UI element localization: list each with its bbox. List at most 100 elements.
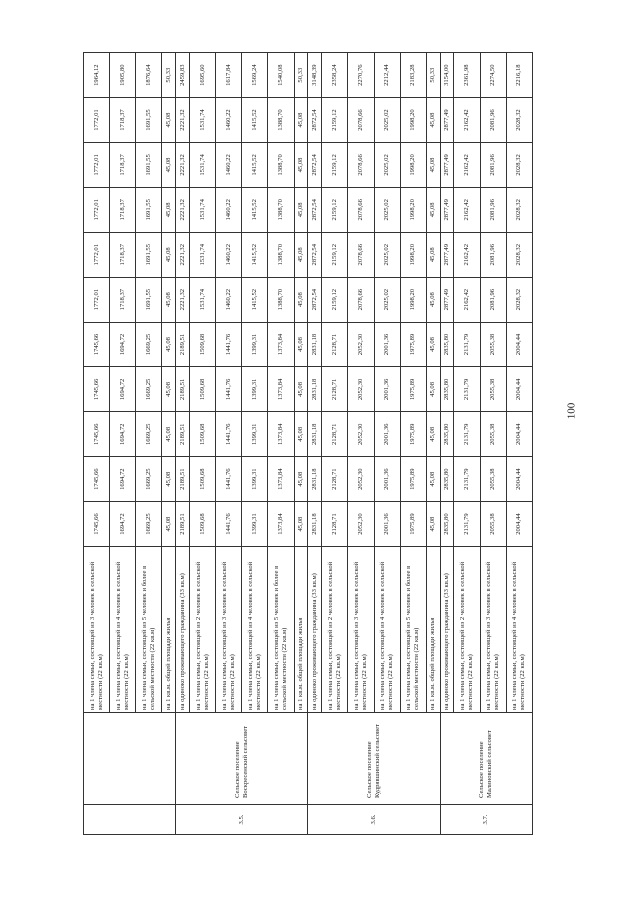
value-cell: 2078,66 xyxy=(347,277,374,323)
value-cell: 2270,76 xyxy=(347,52,374,98)
value-cell: 2052,30 xyxy=(347,411,374,457)
value-cell: 45,08 xyxy=(161,456,176,502)
value-cell: 1388,70 xyxy=(267,232,295,278)
value-cell: 1509,68 xyxy=(189,501,216,547)
value-cell: 1531,74 xyxy=(189,97,216,143)
value-cell: 2131,79 xyxy=(453,501,481,547)
value-cell: 2831,18 xyxy=(307,411,322,457)
value-cell: 1441,76 xyxy=(215,366,242,412)
value-cell: 1669,25 xyxy=(135,411,162,457)
value-cell: 45,08 xyxy=(426,322,441,367)
value-cell: 2025,02 xyxy=(374,97,401,143)
value-cell: 2055,38 xyxy=(480,456,507,502)
value-cell: 1441,76 xyxy=(215,456,242,502)
table-row: 3.7. Сельское поселение Малиновский сельс… xyxy=(440,52,533,835)
value-cell: 1691,55 xyxy=(135,142,162,188)
row-description-cell: на 1 члена семьи, состоящей из 3 человек… xyxy=(347,546,374,713)
value-cell: 1460,22 xyxy=(215,277,242,323)
value-cell: 1745,66 xyxy=(83,501,110,547)
value-cell: 2835,80 xyxy=(440,411,454,457)
value-cell: 2221,32 xyxy=(175,97,190,143)
value-cell: 2078,66 xyxy=(347,232,374,278)
value-cell: 45,08 xyxy=(426,366,441,412)
value-cell: 45,08 xyxy=(294,456,308,502)
value-cell: 1772,01 xyxy=(83,97,110,143)
value-cell: 1399,31 xyxy=(241,411,268,457)
value-cell: 1975,89 xyxy=(400,456,427,502)
value-cell: 1509,68 xyxy=(189,456,216,502)
value-cell: 2004,44 xyxy=(506,501,533,547)
value-cell: 1745,66 xyxy=(83,322,110,367)
value-cell: 2078,66 xyxy=(347,142,374,188)
value-cell: 45,08 xyxy=(161,501,176,547)
section-number-cell: 3.7. xyxy=(440,804,533,835)
value-cell: 1772,01 xyxy=(83,142,110,188)
value-cell: 2004,44 xyxy=(506,411,533,457)
value-cell: 1388,70 xyxy=(267,97,295,143)
value-cell: 2358,24 xyxy=(321,52,348,98)
value-cell: 2877,49 xyxy=(440,187,454,233)
table-row: 3.6. Сельское поселение Кудрявшинский сел… xyxy=(307,52,441,835)
value-cell: 3148,39 xyxy=(307,52,322,98)
value-cell: 1694,72 xyxy=(109,366,136,412)
row-description-cell: на 1 члена семьи, состоящей из 2 человек… xyxy=(453,546,481,713)
value-cell: 2004,44 xyxy=(506,322,533,367)
value-cell: 1694,72 xyxy=(109,322,136,367)
value-cell: 45,08 xyxy=(161,322,176,367)
value-cell: 2872,54 xyxy=(307,187,322,233)
value-cell: 2159,12 xyxy=(321,142,348,188)
row-description-cell: на 1 члена семьи, состоящей из 3 человек… xyxy=(215,546,242,713)
value-cell: 1975,89 xyxy=(400,366,427,412)
value-cell: 2189,51 xyxy=(175,411,190,457)
value-cell: 1905,80 xyxy=(109,52,136,98)
value-cell: 45,08 xyxy=(426,187,441,233)
value-cell: 2872,54 xyxy=(307,232,322,278)
value-cell: 1441,76 xyxy=(215,501,242,547)
value-cell: 1531,74 xyxy=(189,142,216,188)
value-cell: 45,08 xyxy=(161,366,176,412)
table-row: 3.5. Сельское поселение Воскресенский сел… xyxy=(175,52,308,835)
value-cell: 2128,71 xyxy=(321,366,348,412)
value-cell: 1373,84 xyxy=(267,366,295,412)
row-description-cell: на 1 кв.м. общей площади жилья xyxy=(294,546,308,713)
value-cell: 45,08 xyxy=(294,142,308,188)
value-cell: 2025,02 xyxy=(374,142,401,188)
value-cell: 2028,32 xyxy=(506,232,533,278)
value-cell: 2052,30 xyxy=(347,501,374,547)
settlement-name-cell: Сельское поселение Кудрявшинский сельсов… xyxy=(307,712,441,805)
value-cell: 1772,01 xyxy=(83,187,110,233)
value-cell: 2221,32 xyxy=(175,187,190,233)
value-cell: 1373,84 xyxy=(267,322,295,367)
row-description-cell: на 1 члена семьи, состоящей из 2 человек… xyxy=(189,546,216,713)
value-cell: 2831,18 xyxy=(307,366,322,412)
value-cell: 1373,84 xyxy=(267,501,295,547)
value-cell: 1772,01 xyxy=(83,232,110,278)
value-cell: 2162,42 xyxy=(453,142,481,188)
value-cell: 1718,37 xyxy=(109,232,136,278)
value-cell: 1373,84 xyxy=(267,411,295,457)
value-cell: 2081,96 xyxy=(480,232,507,278)
value-cell: 1691,55 xyxy=(135,277,162,323)
value-cell: 2221,32 xyxy=(175,232,190,278)
row-description-cell: на 1 кв.м. общей площади жилья xyxy=(161,546,176,713)
value-cell: 2081,96 xyxy=(480,142,507,188)
value-cell: 2001,36 xyxy=(374,456,401,502)
housing-cost-table: на 1 члена семьи, состоящей из 3 человек… xyxy=(83,52,533,835)
row-description-cell: на 1 члена семьи, состоящей из 4 человек… xyxy=(241,546,268,713)
value-cell: 2052,30 xyxy=(347,322,374,367)
value-cell: 1745,66 xyxy=(83,411,110,457)
value-cell: 2028,32 xyxy=(506,97,533,143)
value-cell: 3154,00 xyxy=(440,52,454,98)
value-cell: 45,08 xyxy=(294,501,308,547)
value-cell: 2128,71 xyxy=(321,411,348,457)
value-cell: 1876,64 xyxy=(135,52,162,98)
value-cell: 45,08 xyxy=(294,322,308,367)
row-description-cell: на одиноко проживающего гражданина (33 к… xyxy=(440,546,454,713)
value-cell: 1718,37 xyxy=(109,142,136,188)
value-cell: 2221,32 xyxy=(175,142,190,188)
value-cell: 1509,68 xyxy=(189,366,216,412)
value-cell: 45,08 xyxy=(294,411,308,457)
value-cell: 2001,36 xyxy=(374,322,401,367)
value-cell: 50,33 xyxy=(161,52,176,98)
value-cell: 1460,22 xyxy=(215,142,242,188)
